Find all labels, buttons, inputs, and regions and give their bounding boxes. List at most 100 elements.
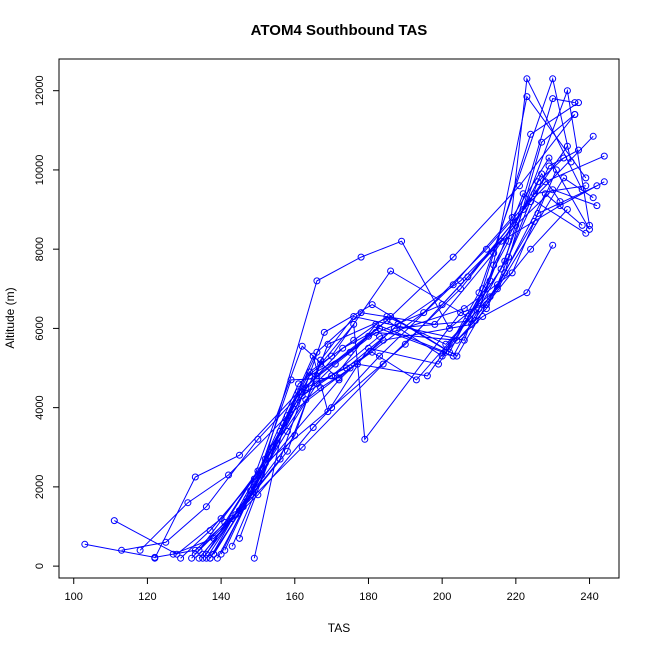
data-point xyxy=(188,554,196,562)
data-point xyxy=(523,75,531,83)
flight-series xyxy=(136,152,608,554)
data-point xyxy=(589,132,597,140)
y-axis-label: Altitude (m) xyxy=(3,287,17,348)
y-tick-label: 6000 xyxy=(34,316,46,340)
x-tick-label: 140 xyxy=(212,591,230,603)
data-point xyxy=(261,455,269,463)
data-point xyxy=(523,289,531,297)
data-point xyxy=(549,241,557,249)
data-point xyxy=(217,515,225,523)
flight-series xyxy=(195,241,557,554)
y-tick-label: 10000 xyxy=(34,155,46,186)
x-tick-label: 100 xyxy=(65,591,83,603)
flight-series xyxy=(202,174,597,558)
data-point xyxy=(213,554,221,562)
data-point xyxy=(538,170,546,178)
data-point xyxy=(552,166,560,174)
data-point xyxy=(372,328,380,336)
x-tick-label: 120 xyxy=(138,591,156,603)
data-point xyxy=(202,550,210,558)
data-point xyxy=(250,554,258,562)
data-point xyxy=(383,317,391,324)
series-layer xyxy=(81,75,608,562)
data-point xyxy=(516,182,523,190)
data-point xyxy=(497,265,505,273)
data-point xyxy=(317,384,325,392)
data-point xyxy=(372,320,380,328)
data-point xyxy=(298,342,306,350)
x-axis-label: TAS xyxy=(328,621,350,635)
data-point xyxy=(195,554,203,562)
data-point xyxy=(475,305,483,313)
data-point xyxy=(449,253,457,261)
data-point xyxy=(136,546,144,554)
data-point xyxy=(490,261,498,269)
data-point xyxy=(593,182,601,190)
x-tick-label: 180 xyxy=(359,591,377,603)
data-point xyxy=(202,554,210,562)
flight-series xyxy=(206,206,571,562)
data-point xyxy=(423,372,431,380)
data-point xyxy=(545,162,553,170)
data-point xyxy=(202,503,210,511)
data-point xyxy=(545,154,553,162)
data-point xyxy=(191,473,199,481)
data-point xyxy=(324,340,332,348)
x-tick-label: 160 xyxy=(286,591,304,603)
data-point xyxy=(549,95,557,103)
data-point xyxy=(582,174,590,182)
data-point xyxy=(420,309,428,317)
data-point xyxy=(527,245,535,253)
data-point xyxy=(313,348,321,356)
data-point xyxy=(317,360,325,368)
flight-series xyxy=(210,182,601,558)
data-point xyxy=(453,336,461,344)
series-line xyxy=(154,181,605,559)
data-point xyxy=(298,443,306,451)
data-point xyxy=(298,392,306,400)
data-point xyxy=(350,320,358,328)
y-tick-label: 8000 xyxy=(34,237,46,261)
data-point xyxy=(191,550,199,558)
data-point xyxy=(376,332,383,340)
data-point xyxy=(379,360,387,368)
data-point xyxy=(387,267,395,275)
data-point xyxy=(177,554,185,562)
data-point xyxy=(376,324,383,332)
data-point xyxy=(335,376,343,384)
flight-series xyxy=(169,154,593,558)
data-point xyxy=(361,435,369,443)
data-point xyxy=(254,491,262,499)
data-point xyxy=(446,324,453,332)
data-point xyxy=(350,313,358,320)
data-point xyxy=(600,178,608,186)
data-point xyxy=(195,546,203,554)
data-point xyxy=(482,305,490,313)
y-axis: 0 2000 4000 6000 8000 10000 12000 xyxy=(34,75,59,569)
series-line xyxy=(173,157,590,555)
data-point xyxy=(151,554,159,562)
data-point xyxy=(593,202,601,210)
data-point xyxy=(493,285,501,293)
data-point xyxy=(324,408,332,416)
x-tick-label: 240 xyxy=(580,591,598,603)
data-point xyxy=(563,87,571,95)
data-point xyxy=(184,499,192,507)
data-point xyxy=(346,348,354,356)
data-point xyxy=(523,93,531,101)
data-point xyxy=(228,542,236,550)
x-axis: 100 120 140 160 180 200 220 240 xyxy=(65,578,599,603)
data-point xyxy=(313,277,321,285)
data-point xyxy=(401,340,409,348)
chart-title: ATOM4 Southbound TAS xyxy=(251,22,428,39)
data-point xyxy=(449,352,457,360)
data-point xyxy=(508,269,516,277)
y-tick-label: 2000 xyxy=(34,475,46,499)
data-point xyxy=(309,424,317,431)
data-point xyxy=(295,380,302,388)
data-point xyxy=(575,99,582,107)
x-tick-label: 200 xyxy=(433,591,451,603)
y-tick-label: 12000 xyxy=(34,75,46,106)
y-tick-label: 0 xyxy=(34,563,46,569)
